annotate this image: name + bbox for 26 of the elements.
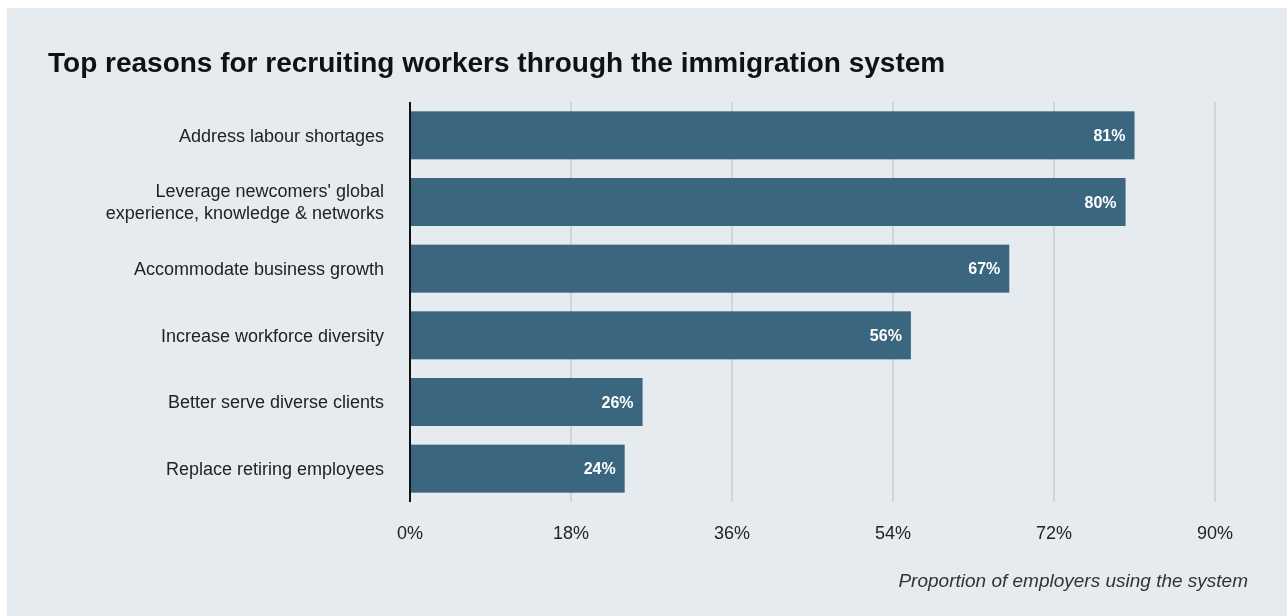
data-label: 24% <box>583 460 616 478</box>
bar <box>410 311 911 360</box>
x-tick-label: 54% <box>874 523 912 544</box>
bar <box>410 244 1010 293</box>
y-tick-label: Leverage newcomers' global experience, knowledge & networks <box>105 181 384 224</box>
data-label: 26% <box>601 393 634 411</box>
data-label: 67% <box>968 260 1001 278</box>
x-tick-label: 0% <box>396 523 424 544</box>
bar <box>410 178 1126 226</box>
data-label: 81% <box>1093 126 1126 144</box>
x-tick-label: 72% <box>1035 523 1073 544</box>
y-tick-label: Address labour shortages <box>178 125 384 146</box>
data-label: 80% <box>1084 193 1117 211</box>
y-tick-label: Increase workforce diversity <box>160 325 384 346</box>
y-tick-label: Better serve diverse clients <box>167 392 384 413</box>
x-tick-label: 36% <box>713 523 751 544</box>
y-tick-label: Accommodate business growth <box>133 258 384 279</box>
y-tick-label: Replace retiring employees <box>165 458 384 479</box>
x-tick-label: 18% <box>552 523 590 544</box>
chart-title: Top reasons for recruiting workers through the immigration system <box>48 46 946 78</box>
bar <box>410 111 1135 160</box>
bar <box>410 444 625 493</box>
x-axis-title: Proportion of employers using the system <box>898 569 1248 591</box>
bar <box>410 378 643 426</box>
x-tick-label: 90% <box>1196 523 1234 544</box>
data-label: 56% <box>869 326 902 344</box>
